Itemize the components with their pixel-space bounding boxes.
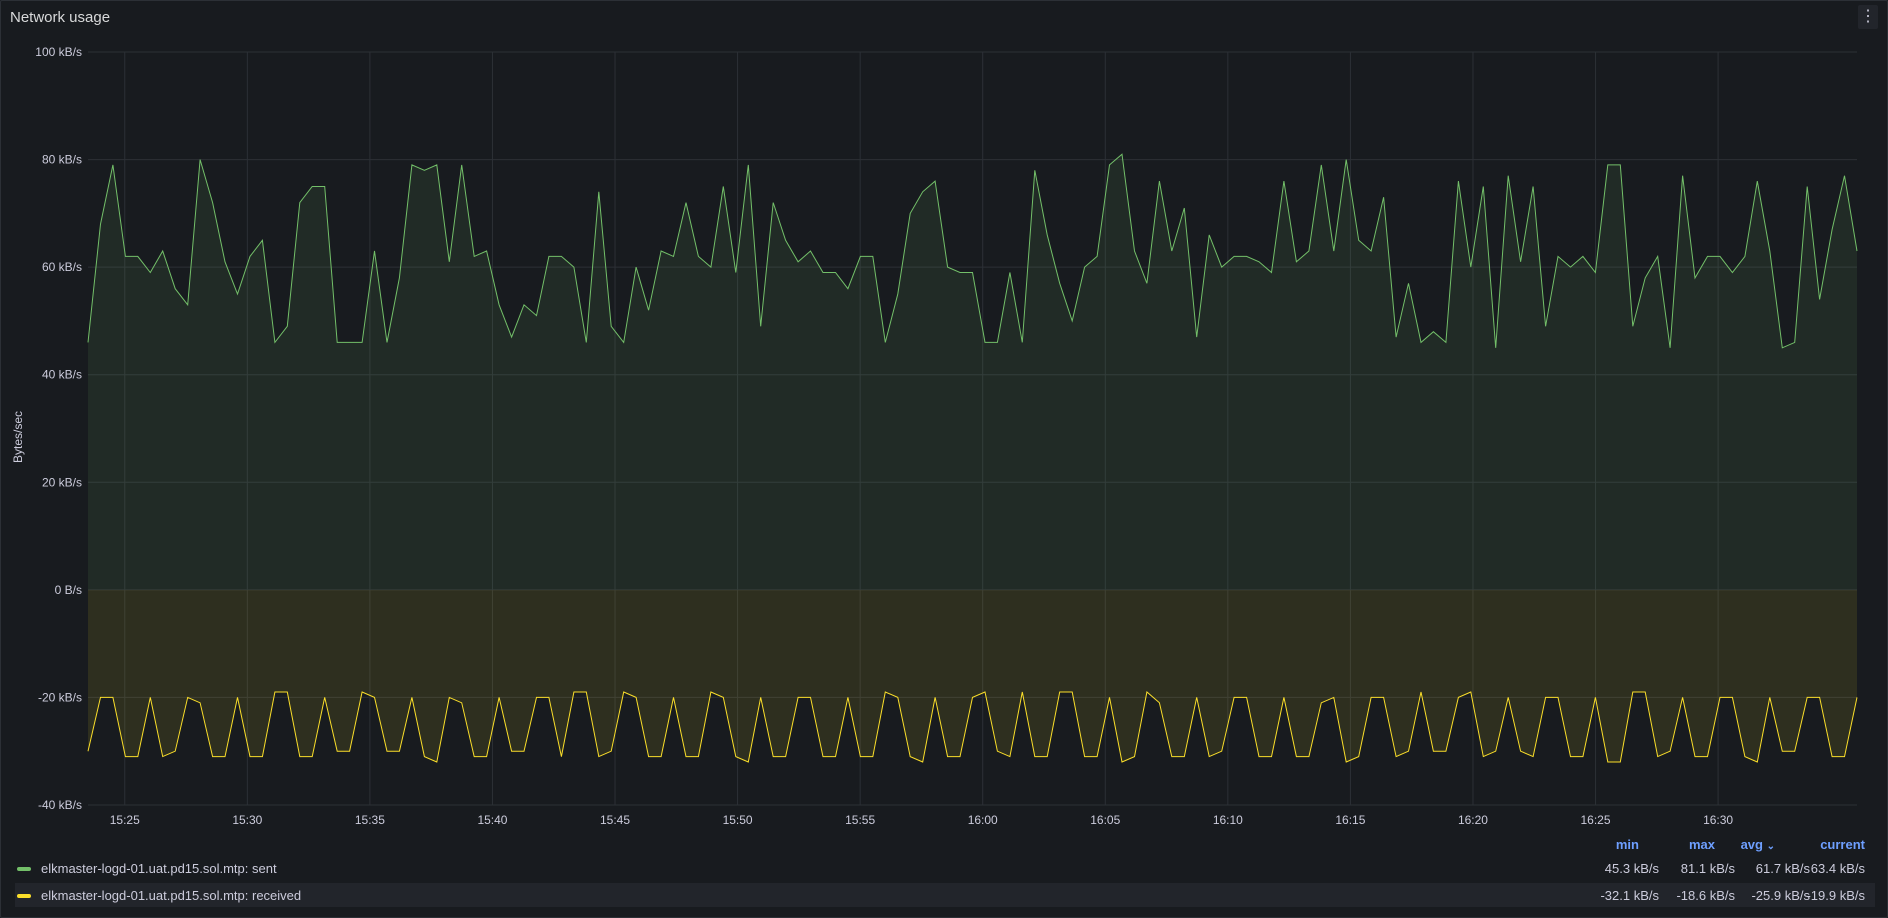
x-tick-label: 15:40	[477, 813, 507, 827]
x-tick-label: 16:00	[968, 813, 998, 827]
legend-header-avg-label: avg	[1740, 837, 1763, 852]
legend-value-max: -18.6 kB/s	[1676, 888, 1735, 903]
chart-lines	[87, 153, 1858, 763]
legend-header-current[interactable]: current	[1820, 837, 1865, 852]
kebab-menu-icon[interactable]: ⋮	[1858, 5, 1878, 29]
x-tick-label: 16:30	[1703, 813, 1733, 827]
series-area-sent	[88, 154, 1857, 590]
x-tick-label: 16:10	[1213, 813, 1243, 827]
legend-swatch-received	[17, 894, 31, 898]
y-axis-label: Bytes/sec	[11, 411, 25, 463]
y-tick-label: -40 kB/s	[38, 798, 82, 812]
series-line-received	[87, 691, 1858, 763]
legend-series-name: elkmaster-logd-01.uat.pd15.sol.mtp: sent	[41, 861, 277, 876]
x-tick-label: 15:25	[110, 813, 140, 827]
series-area-received	[88, 589, 1857, 762]
legend-value-min: 45.3 kB/s	[1604, 861, 1659, 876]
legend-value-max: 81.1 kB/s	[1680, 861, 1735, 876]
panel-title: Network usage	[10, 9, 111, 26]
legend-value-avg: 61.7 kB/s	[1755, 861, 1810, 876]
chart-areas	[88, 154, 1857, 762]
legend-header-min[interactable]: min	[1615, 837, 1639, 852]
y-tick-label: 0 B/s	[55, 583, 82, 597]
y-tick-label: 100 kB/s	[35, 45, 82, 59]
y-tick-label: 20 kB/s	[42, 475, 82, 489]
legend-value-current: -19.9 kB/s	[1806, 888, 1865, 903]
legend-value-min: -32.1 kB/s	[1600, 888, 1659, 903]
y-tick-label: 40 kB/s	[42, 368, 82, 382]
network-usage-chart[interactable]: 100 kB/s 80 kB/s 60 kB/s 40 kB/s 20 kB/s 0 B/…	[1, 1, 1888, 831]
chart-grid	[88, 51, 1857, 806]
legend-series-name: elkmaster-logd-01.uat.pd15.sol.mtp: rece…	[41, 888, 302, 903]
legend-swatch-sent	[17, 867, 31, 871]
legend-value-avg: -25.9 kB/s	[1751, 888, 1810, 903]
legend-value-current: 63.4 kB/s	[1810, 861, 1865, 876]
x-tick-label: 16:25	[1581, 813, 1611, 827]
y-tick-label: -20 kB/s	[38, 690, 82, 704]
x-tick-label: 16:05	[1090, 813, 1120, 827]
legend-row-sent[interactable]: elkmaster-logd-01.uat.pd15.sol.mtp: sent…	[15, 856, 1875, 880]
legend-header-avg[interactable]: avg ⌄	[1731, 837, 1775, 852]
x-tick-label: 15:55	[845, 813, 875, 827]
x-tick-label: 16:20	[1458, 813, 1488, 827]
x-tick-label: 16:15	[1335, 813, 1365, 827]
x-tick-label: 15:50	[723, 813, 753, 827]
legend-header-max[interactable]: max	[1688, 837, 1715, 852]
chevron-down-icon: ⌄	[1766, 841, 1775, 852]
series-line-sent	[87, 153, 1858, 349]
x-tick-label: 15:35	[355, 813, 385, 827]
x-axis: 15:25 15:30 15:35 15:40 15:45 15:50 15:55 16:00…	[110, 813, 1734, 827]
y-axis: 100 kB/s 80 kB/s 60 kB/s 40 kB/s 20 kB/s 0 B/…	[35, 45, 82, 812]
y-tick-label: 60 kB/s	[42, 260, 82, 274]
x-tick-label: 15:45	[600, 813, 630, 827]
x-tick-label: 15:30	[232, 813, 262, 827]
y-tick-label: 80 kB/s	[42, 153, 82, 167]
legend-row-received[interactable]: elkmaster-logd-01.uat.pd15.sol.mtp: rece…	[15, 883, 1875, 907]
